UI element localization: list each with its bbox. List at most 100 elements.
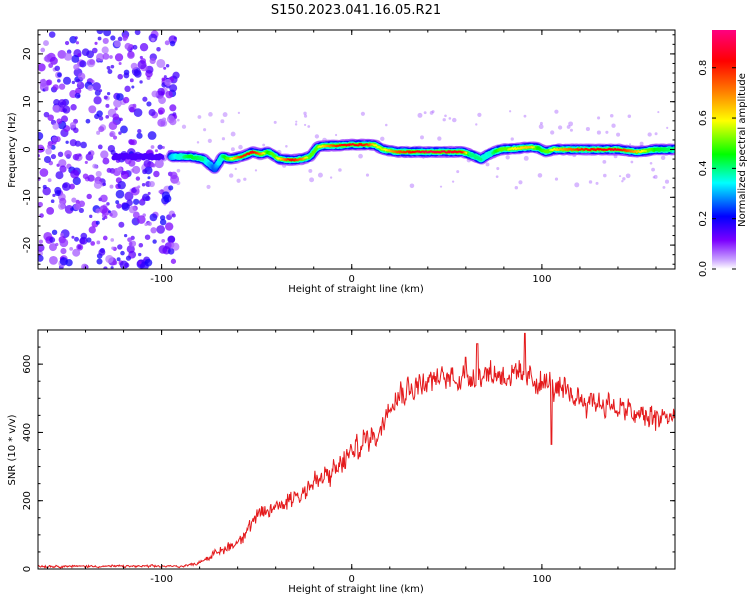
spectrogram-faint-speck [303, 111, 307, 116]
spectrogram-noise-blob [128, 205, 137, 214]
spectrogram-noise-blob [77, 81, 81, 85]
spectrogram-noise-blob [47, 114, 54, 121]
spectrogram-noise-blob [60, 115, 69, 123]
x-tick-label: 0 [349, 574, 355, 585]
spectrogram-ridge-cell [306, 156, 309, 159]
spectrogram-faint-speck [273, 120, 277, 124]
spectrogram-faint-speck [308, 168, 313, 173]
spectrogram-noise-blob [109, 132, 114, 137]
spectrogram-noise-blob [124, 85, 131, 93]
spectrogram-noise-blob [169, 117, 177, 126]
spectrogram-noise-blob [137, 128, 142, 134]
spectrogram-noise-blob [95, 208, 101, 214]
colorbar-tick-label: 0.2 [698, 211, 709, 227]
spectrogram-noise-blob [103, 30, 112, 37]
spectrogram-noise-blob [158, 190, 162, 194]
spectrogram-noise-blob [147, 221, 152, 226]
spectrogram-faint-speck [622, 177, 626, 181]
spectrogram-noise-blob [165, 222, 174, 231]
spectrogram-noise-blob [64, 40, 70, 46]
spectrogram-noise-blob [47, 143, 53, 149]
spectrogram-noise-blob [164, 40, 170, 46]
spectrogram-noise-blob [109, 184, 114, 189]
spectrogram-noise-blob [123, 72, 130, 79]
x-tick-label: 100 [532, 574, 551, 585]
spectrogram-noise-blob [45, 148, 52, 155]
spectrogram-noise-blob [57, 99, 67, 108]
spectrogram-noise-blob [108, 210, 112, 214]
spectrogram-noise-blob [54, 186, 62, 195]
spectrogram-noise-blob [120, 125, 128, 134]
spectrogram-faint-speck [514, 186, 519, 190]
spectrogram-noise-blob [121, 202, 130, 211]
spectrogram-faint-speck [234, 167, 237, 171]
spectrogram-faint-speck [597, 116, 601, 120]
spectrogram-noise-blob [44, 86, 49, 92]
spectrogram-noise-blob [159, 218, 167, 226]
spectrogram-noise-blob [96, 240, 101, 245]
spectrogram-noise-blob [131, 85, 135, 89]
spectrogram-noise-blob [116, 257, 121, 262]
spectrogram-faint-speck [595, 181, 599, 185]
spectrogram-noise-blob [52, 122, 60, 130]
spectrogram-noise-blob [89, 214, 93, 218]
spectrogram-noise-blob [46, 79, 53, 86]
spectrogram-noise-blob [78, 207, 84, 214]
spectrogram-noise-blob [81, 263, 88, 269]
spectrogram-noise-blob [38, 144, 45, 153]
spectrogram-noise-blob [150, 162, 155, 168]
spectrogram-noise-blob [102, 182, 107, 187]
spectrogram-noise-blob [102, 157, 110, 165]
spectrogram-noise-blob [74, 36, 78, 40]
spectrogram-noise-blob [105, 114, 110, 119]
spectrogram-noise-blob [57, 151, 64, 158]
x-tick-label: 0 [349, 274, 355, 285]
snr-xlabel: Height of straight line (km) [288, 584, 424, 595]
spectrogram-faint-speck [295, 120, 298, 123]
spectrogram-faint-speck [303, 114, 308, 118]
spectrogram-noise-blob [75, 87, 82, 94]
y-tick-label: 600 [22, 355, 33, 374]
spectrogram-noise-blob [55, 171, 64, 180]
spectrogram-faint-speck [509, 110, 512, 113]
spectrogram-noise-blob [102, 37, 109, 44]
spectrogram-noise-blob [96, 110, 103, 117]
spectrogram-faint-speck [384, 123, 388, 127]
snr-panel: -100 0 100 0 200 400 600 Height of straight li… [7, 329, 676, 595]
spectrogram-noise-blob [124, 157, 132, 165]
spectrogram-noise-blob [123, 234, 128, 238]
spectrogram-faint-speck [602, 159, 607, 164]
spectrogram-noise-blob [85, 118, 91, 124]
spectrogram-faint-speck [588, 180, 593, 184]
spectrogram-noise-blob [43, 155, 52, 164]
spectrogram-noise-blob [123, 173, 128, 179]
spectrogram-ridge-cell [645, 150, 648, 153]
spectrogram-noise-blob [101, 46, 109, 54]
spectrogram-weak-band-cell [158, 154, 165, 160]
spectrogram-noise-blob [96, 53, 105, 62]
spectrogram-noise-blob [78, 153, 82, 157]
spectrogram-noise-blob [88, 151, 92, 155]
spectrogram-noise-blob [167, 235, 176, 244]
spectrogram-noise-blob [91, 47, 98, 54]
spectrogram-faint-speck [625, 173, 631, 179]
spectrogram-faint-speck [181, 124, 187, 129]
spectrogram-faint-speck [495, 175, 499, 179]
spectrogram-noise-blob [51, 229, 58, 236]
spectrogram-noise-blob [96, 30, 104, 35]
spectrogram-faint-speck [285, 145, 288, 148]
spectrogram-noise-blob [112, 135, 118, 140]
spectrogram-faint-speck [611, 123, 616, 128]
colorbar: 0.0 0.2 0.4 0.6 0.8 Normalized spectral ampl… [698, 30, 748, 277]
spectrogram-noise-blob [52, 193, 56, 197]
spectrogram-noise-blob [122, 96, 130, 104]
spectrogram-noise-blob [39, 213, 44, 218]
spectrogram-noise-blob [71, 55, 80, 63]
spectrogram-faint-speck [207, 138, 212, 144]
spectrogram-noise-blob [125, 255, 132, 261]
spectrogram-faint-speck [228, 173, 234, 178]
spectrogram-noise-blob [74, 236, 79, 242]
spectrogram-noise-blob [139, 55, 143, 60]
